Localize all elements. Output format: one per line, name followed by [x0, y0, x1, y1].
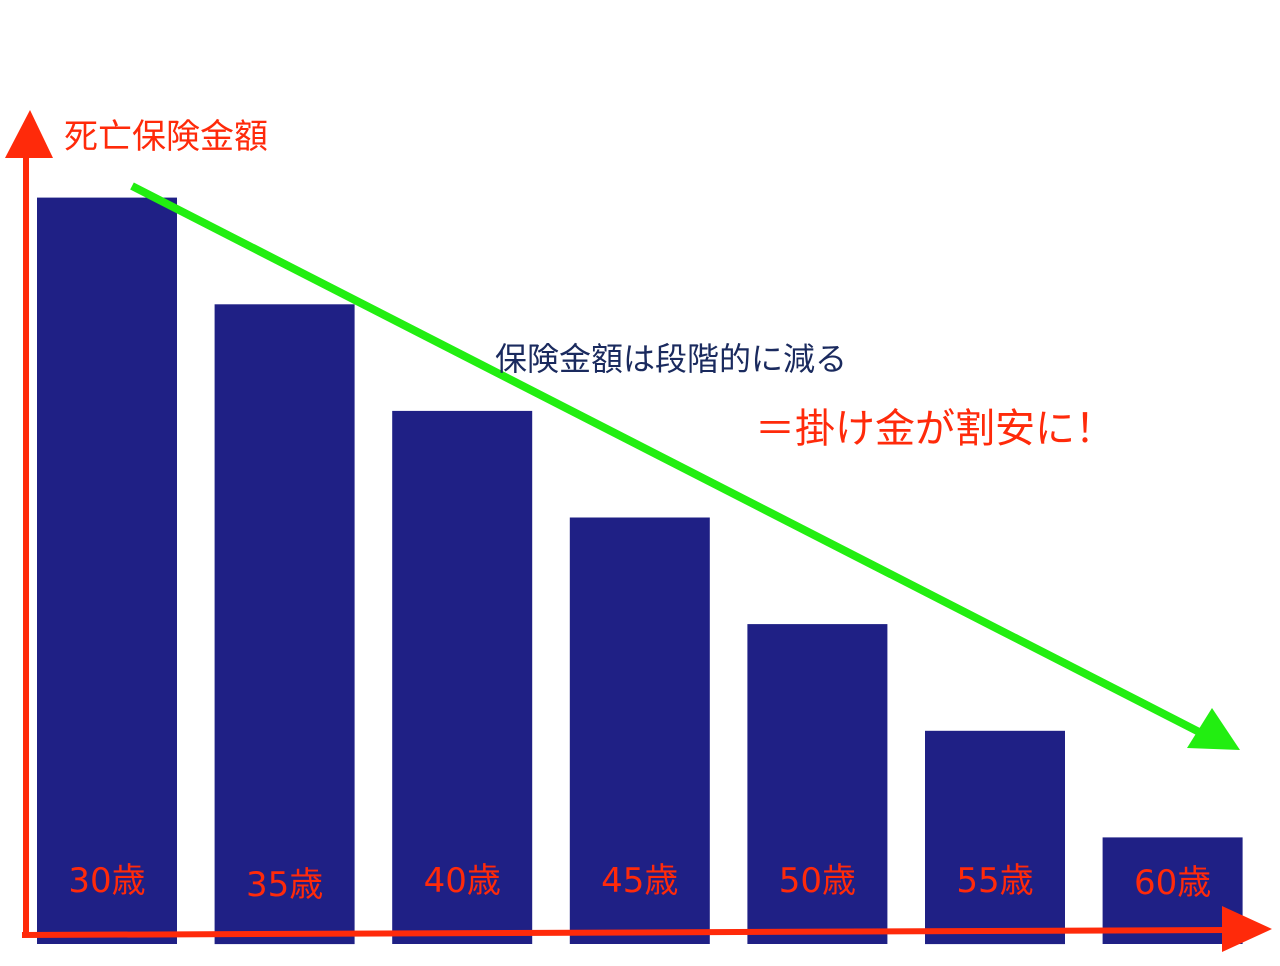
x-axis	[21, 927, 1226, 938]
x-tick-label: 60歳	[1134, 863, 1211, 903]
x-tick-label: 40歳	[424, 861, 501, 901]
x-tick-label: 50歳	[779, 861, 856, 901]
bar-6	[925, 730, 1065, 945]
x-tick-label: 55歳	[956, 861, 1033, 901]
x-tick-label: 35歳	[246, 865, 323, 905]
bar-7	[1102, 837, 1243, 944]
x-tick-label: 45歳	[601, 861, 678, 901]
tick-labels-layer: 30歳 35歳 40歳 45歳 50歳 55歳 60歳	[68, 861, 1211, 905]
y-axis-label: 死亡保険金額	[64, 117, 268, 157]
y-axis-arrowhead	[5, 110, 53, 158]
bars-layer	[37, 197, 1243, 945]
trend-annotation: 保険金額は段階的に減る	[495, 340, 847, 378]
bar-1	[37, 197, 177, 945]
bar-5	[747, 624, 888, 944]
x-tick-label: 30歳	[68, 861, 145, 901]
callout-annotation: ＝掛け金が割安に！	[755, 406, 1115, 452]
bar-2	[214, 304, 355, 945]
trend-arrow-line	[130, 182, 1207, 739]
trend-arrow-head	[1187, 708, 1240, 750]
x-axis-arrowhead	[1222, 906, 1272, 952]
bar-3	[392, 410, 533, 944]
bar-4	[569, 517, 710, 944]
